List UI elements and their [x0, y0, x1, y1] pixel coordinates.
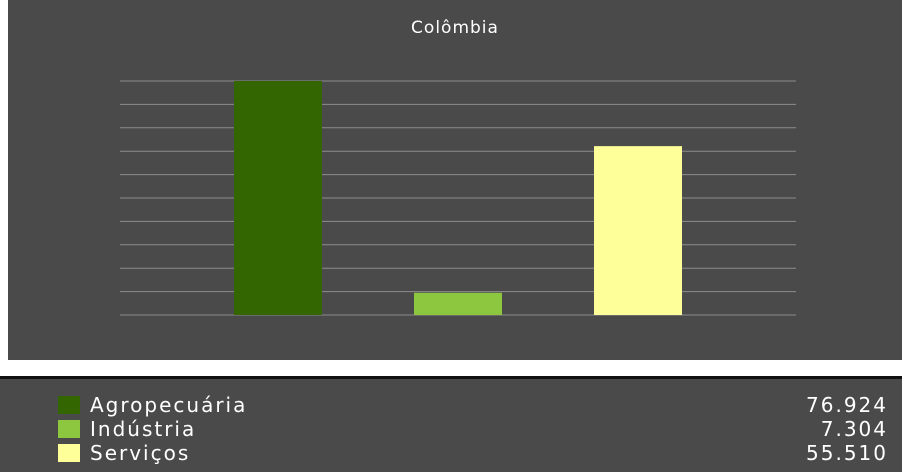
legend-label-industria: Indústria	[90, 417, 197, 441]
legend-row-industria: Indústria 7.304	[0, 417, 902, 441]
legend-label-servicos: Serviços	[90, 441, 191, 465]
legend-panel: Agropecuária 76.924 Indústria 7.304 Serv…	[0, 376, 902, 472]
chart-panel: Colômbia	[8, 0, 902, 360]
legend-value-agropecuaria: 76.924	[806, 393, 888, 417]
legend-value-servicos: 55.510	[806, 441, 888, 465]
legend-row-servicos: Serviços 55.510	[0, 441, 902, 465]
bar-chart	[120, 80, 796, 316]
legend-swatch-industria	[58, 420, 80, 438]
bar-agropecuária	[234, 81, 322, 315]
legend-row-agropecuaria: Agropecuária 76.924	[0, 393, 902, 417]
chart-title: Colômbia	[411, 18, 499, 38]
legend-label-agropecuaria: Agropecuária	[90, 393, 248, 417]
bar-serviços	[594, 146, 682, 315]
legend-value-industria: 7.304	[820, 417, 888, 441]
legend-swatch-servicos	[58, 444, 80, 462]
bar-indústria	[414, 292, 502, 315]
legend-swatch-agropecuaria	[58, 396, 80, 414]
